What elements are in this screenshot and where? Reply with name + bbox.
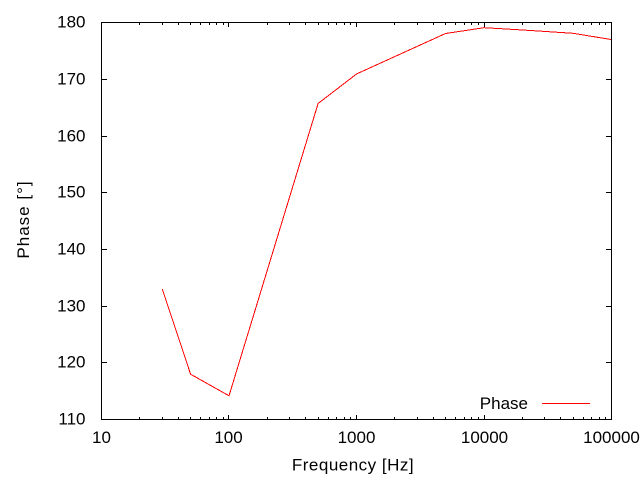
- svg-text:180: 180: [57, 13, 85, 32]
- svg-text:130: 130: [57, 297, 85, 316]
- svg-text:120: 120: [57, 353, 85, 372]
- svg-text:150: 150: [57, 183, 85, 202]
- svg-text:170: 170: [57, 70, 85, 89]
- svg-text:140: 140: [57, 240, 85, 259]
- svg-text:1000: 1000: [338, 428, 376, 447]
- svg-text:110: 110: [58, 410, 85, 429]
- svg-text:100: 100: [214, 428, 242, 447]
- svg-text:160: 160: [57, 127, 85, 146]
- svg-text:Phase: Phase: [480, 394, 528, 413]
- svg-text:100000: 100000: [583, 428, 640, 447]
- svg-text:10000: 10000: [461, 428, 508, 447]
- svg-text:Phase [°]: Phase [°]: [14, 180, 33, 258]
- svg-text:Frequency [Hz]: Frequency [Hz]: [292, 456, 414, 475]
- svg-text:10: 10: [92, 428, 111, 447]
